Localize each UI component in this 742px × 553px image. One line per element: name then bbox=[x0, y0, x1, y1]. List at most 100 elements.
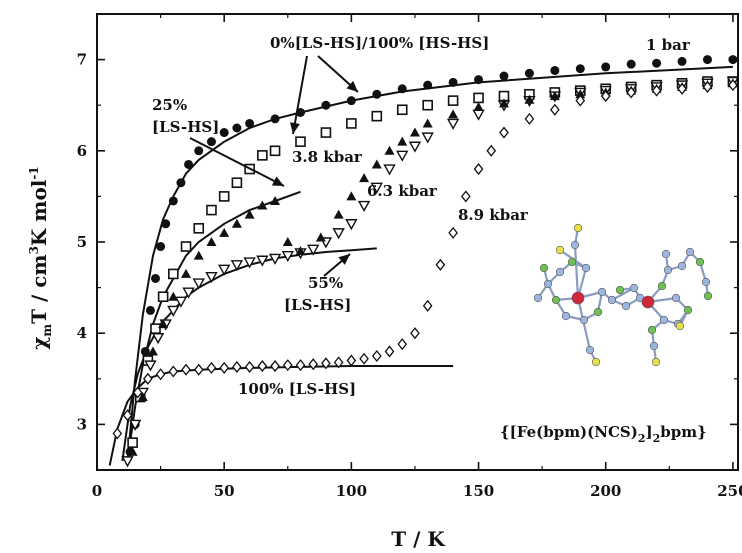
data-point-63kbar bbox=[217, 264, 231, 276]
data-point-89kbar bbox=[499, 126, 509, 139]
data-point-89kbar bbox=[486, 144, 497, 157]
data-point-38kbar bbox=[206, 204, 217, 216]
arrow-line bbox=[189, 137, 285, 187]
y-title-sub-m: m bbox=[40, 324, 54, 337]
data-points bbox=[112, 55, 740, 468]
data-point-1bar bbox=[176, 178, 186, 188]
data-point-1bar bbox=[346, 96, 356, 106]
data-point-38kbar bbox=[447, 95, 459, 106]
data-point-89kbar bbox=[371, 349, 382, 363]
annotation-55-line1: 55% bbox=[308, 274, 343, 292]
y-tick-label: 3 bbox=[77, 415, 87, 433]
molecule-atom bbox=[703, 291, 713, 301]
data-point-filled-triangle bbox=[137, 392, 148, 402]
x-tick-label: 100 bbox=[336, 482, 367, 500]
annotation-1bar: 1 bar bbox=[646, 36, 691, 54]
data-point-89kbar bbox=[193, 363, 204, 376]
y-tick-label: 6 bbox=[77, 142, 87, 160]
data-point-filled-triangle bbox=[219, 227, 230, 237]
data-point-1bar bbox=[575, 64, 585, 74]
data-point-63kbar bbox=[167, 305, 180, 317]
molecule-atom bbox=[567, 257, 577, 267]
data-point-63kbar bbox=[205, 271, 218, 284]
data-point-89kbar bbox=[181, 363, 191, 376]
data-point-filled-triangle bbox=[244, 209, 255, 219]
data-point-89kbar bbox=[244, 360, 255, 373]
data-point-filled-triangle bbox=[127, 446, 138, 456]
data-point-63kbar bbox=[144, 360, 157, 372]
molecule-atom bbox=[539, 263, 549, 273]
molecule-atom bbox=[593, 307, 603, 317]
y-tick-label: 7 bbox=[77, 51, 87, 69]
formula-tail: bpm} bbox=[660, 423, 707, 441]
molecule-atom bbox=[647, 325, 657, 335]
data-point-63kbar bbox=[121, 456, 134, 468]
plot-frame bbox=[96, 13, 739, 471]
data-point-filled-triangle bbox=[473, 102, 484, 112]
data-point-89kbar bbox=[600, 90, 611, 103]
data-point-63kbar bbox=[230, 260, 244, 272]
formula-sub-2: 2 bbox=[638, 432, 646, 445]
x-tick-label: 0 bbox=[92, 482, 102, 500]
data-point-1bar bbox=[161, 219, 171, 229]
data-point-filled-triangle bbox=[384, 145, 395, 155]
data-point-89kbar bbox=[308, 358, 319, 371]
annotation-25-line1: 25% bbox=[152, 96, 187, 114]
data-point-89kbar bbox=[397, 338, 408, 351]
data-point-89kbar bbox=[460, 190, 471, 203]
molecule-atom bbox=[685, 247, 695, 257]
molecule-atom bbox=[677, 261, 687, 271]
annotation-38kbar: 3.8 kbar bbox=[292, 148, 363, 166]
data-point-38kbar bbox=[422, 99, 433, 111]
data-point-89kbar bbox=[702, 80, 713, 94]
molecule-atom bbox=[615, 285, 625, 295]
data-point-38kbar bbox=[269, 145, 281, 157]
data-point-1bar bbox=[372, 89, 382, 99]
data-point-63kbar bbox=[182, 287, 195, 299]
molecule-atom bbox=[561, 311, 571, 321]
data-point-89kbar bbox=[270, 359, 280, 373]
data-point-1bar bbox=[232, 123, 242, 133]
data-point-1bar bbox=[652, 58, 662, 68]
data-point-1bar bbox=[423, 80, 433, 90]
data-point-filled-triangle bbox=[270, 195, 281, 205]
molecule-atom bbox=[571, 291, 585, 305]
data-point-89kbar bbox=[473, 162, 484, 176]
molecule-atom bbox=[543, 279, 553, 289]
data-point-89kbar bbox=[346, 354, 357, 367]
y-title-sup-3: 3 bbox=[27, 246, 41, 254]
data-point-63kbar bbox=[243, 257, 256, 269]
data-point-1bar bbox=[194, 146, 204, 156]
arrow-line bbox=[292, 55, 308, 135]
data-point-63kbar bbox=[383, 164, 396, 176]
formula-bracket: ] bbox=[646, 423, 653, 441]
data-point-38kbar bbox=[157, 291, 169, 303]
data-point-filled-triangle bbox=[397, 136, 408, 146]
data-point-filled-triangle bbox=[498, 98, 509, 108]
data-point-89kbar bbox=[677, 82, 687, 95]
data-point-89kbar bbox=[282, 359, 293, 372]
molecule-atom bbox=[661, 249, 671, 259]
data-point-89kbar bbox=[122, 409, 133, 422]
data-point-89kbar bbox=[728, 79, 738, 92]
data-point-38kbar bbox=[218, 191, 230, 202]
data-point-63kbar bbox=[421, 132, 434, 144]
data-point-filled-triangle bbox=[333, 209, 344, 219]
data-point-38kbar bbox=[168, 268, 179, 280]
data-point-1bar bbox=[156, 242, 166, 252]
annotation-63kbar: 6.3 kbar bbox=[367, 182, 438, 200]
data-point-filled-triangle bbox=[158, 319, 169, 329]
molecule-atom bbox=[555, 245, 565, 255]
data-point-89kbar bbox=[206, 361, 217, 374]
molecule-structure-image bbox=[533, 223, 713, 367]
annotation-top-label: 0%[LS-HS]/100% [HS-HS] bbox=[270, 34, 489, 52]
data-point-filled-triangle bbox=[295, 246, 306, 256]
molecule-atom bbox=[651, 357, 661, 367]
data-point-38kbar bbox=[193, 223, 205, 234]
data-point-63kbar bbox=[446, 118, 460, 130]
molecule-atom bbox=[591, 357, 601, 367]
x-tick-label: 250 bbox=[717, 482, 742, 500]
data-point-filled-triangle bbox=[575, 89, 586, 99]
molecule-atom bbox=[675, 321, 685, 331]
